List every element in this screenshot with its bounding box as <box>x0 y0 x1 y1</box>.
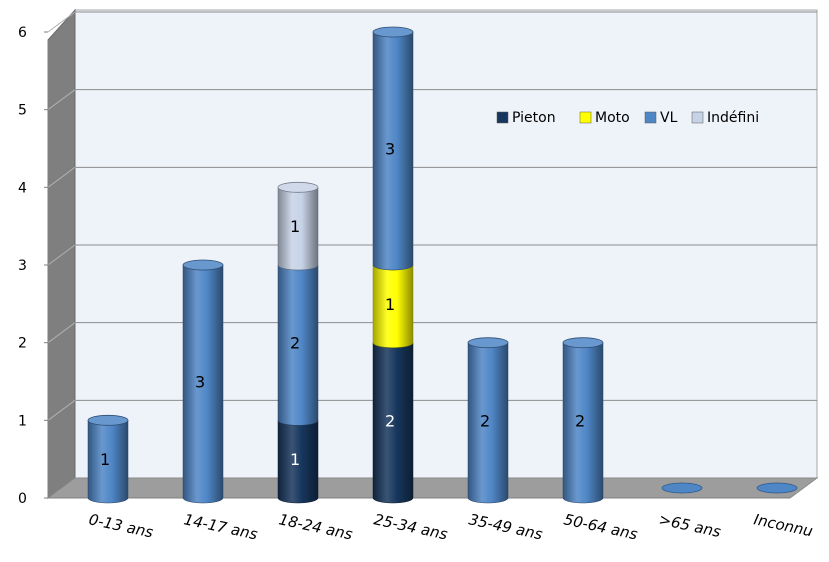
legend-label: VL <box>660 110 678 126</box>
data-label: 2 <box>385 411 395 430</box>
x-tick-label: 0-13 ans <box>87 510 155 541</box>
legend-label: Indéfini <box>707 110 759 126</box>
bar-top-cap <box>562 337 604 349</box>
y-tick-label: 1 <box>18 413 27 429</box>
legend-label: Pieton <box>512 110 556 126</box>
legend-label: Moto <box>595 110 630 126</box>
bar-top-cap <box>372 26 414 38</box>
x-tick-label: 35-49 ans <box>467 510 544 543</box>
x-tick-label: 25-34 ans <box>372 510 449 543</box>
x-tick-label: 18-24 ans <box>277 510 354 543</box>
bar-top-cap <box>182 259 224 271</box>
gridline-side <box>47 89 76 111</box>
legend-swatch <box>496 111 509 124</box>
data-label: 2 <box>575 411 585 430</box>
y-tick-label: 5 <box>18 103 27 119</box>
data-label: 1 <box>100 450 110 469</box>
legend-swatch <box>644 111 657 124</box>
bar-empty-base <box>661 482 703 494</box>
data-label: 1 <box>385 295 395 314</box>
y-tick-label: 2 <box>18 336 27 352</box>
data-label: 2 <box>480 411 490 430</box>
data-label: 1 <box>290 450 300 469</box>
bar-empty-base <box>756 482 798 494</box>
gridline-side <box>47 399 76 421</box>
gridline-side <box>47 11 76 33</box>
data-label: 1 <box>290 217 300 236</box>
x-tick-label: >65 ans <box>657 510 722 541</box>
data-label: 2 <box>290 334 300 353</box>
chart-side-wall <box>47 8 76 499</box>
y-tick-label: 6 <box>18 25 27 41</box>
y-tick-label: 3 <box>18 258 27 274</box>
x-tick-label: Inconnu <box>752 510 814 540</box>
legend-swatch <box>579 111 592 124</box>
y-tick-label: 0 <box>18 491 27 507</box>
legend-swatch <box>691 111 704 124</box>
gridline-side <box>47 322 76 344</box>
data-label: 3 <box>385 140 395 159</box>
gridline-side <box>47 166 76 188</box>
bar-top-cap <box>467 337 509 349</box>
gridline-side <box>47 244 76 266</box>
x-tick-label: 50-64 ans <box>562 510 639 543</box>
bar-top-cap <box>87 414 129 426</box>
x-tick-label: 14-17 ans <box>182 510 259 543</box>
y-tick-label: 4 <box>18 180 27 196</box>
data-label: 3 <box>195 373 205 392</box>
bar-top-cap <box>277 181 319 193</box>
